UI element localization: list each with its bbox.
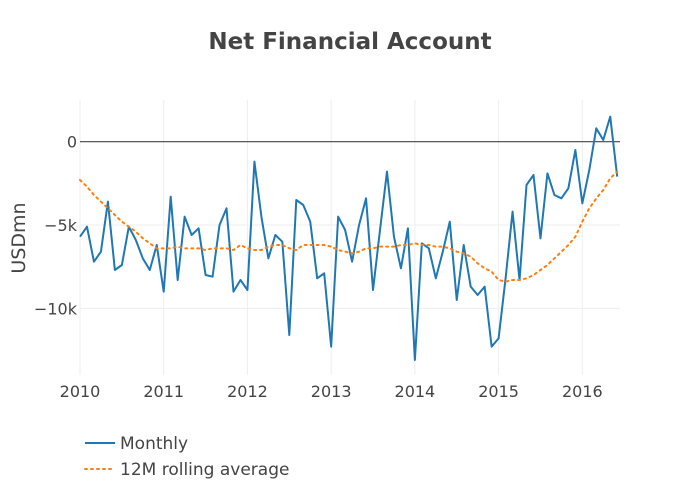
grid — [79, 100, 620, 375]
x-tick-label: 2012 — [227, 382, 268, 401]
x-tick-label: 2016 — [562, 382, 603, 401]
legend: Monthly 12M rolling average — [84, 434, 289, 480]
y-tick-label: 0 — [67, 133, 77, 152]
y-tick-label: −5k — [44, 216, 78, 235]
y-axis-ticks: 0 −5k −10k — [34, 133, 78, 319]
x-tick-label: 2011 — [143, 382, 184, 401]
legend-item[interactable]: Monthly — [85, 434, 188, 454]
series-line-monthly — [79, 115, 619, 361]
x-tick-label: 2015 — [478, 382, 519, 401]
x-tick-label: 2014 — [395, 382, 436, 401]
x-tick-label: 2010 — [60, 382, 101, 401]
plot-area — [79, 115, 619, 361]
legend-label: 12M rolling average — [120, 460, 289, 480]
legend-item[interactable]: 12M rolling average — [84, 460, 289, 480]
legend-label: Monthly — [120, 434, 188, 454]
x-tick-label: 2013 — [311, 382, 352, 401]
series-line-rolling-average — [79, 170, 619, 283]
x-axis-ticks: 2010 2011 2012 2013 2014 2015 2016 — [60, 382, 603, 401]
y-axis-title: USDmn — [8, 202, 30, 273]
chart-title: Net Financial Account — [208, 29, 491, 55]
y-tick-label: −10k — [34, 299, 78, 318]
